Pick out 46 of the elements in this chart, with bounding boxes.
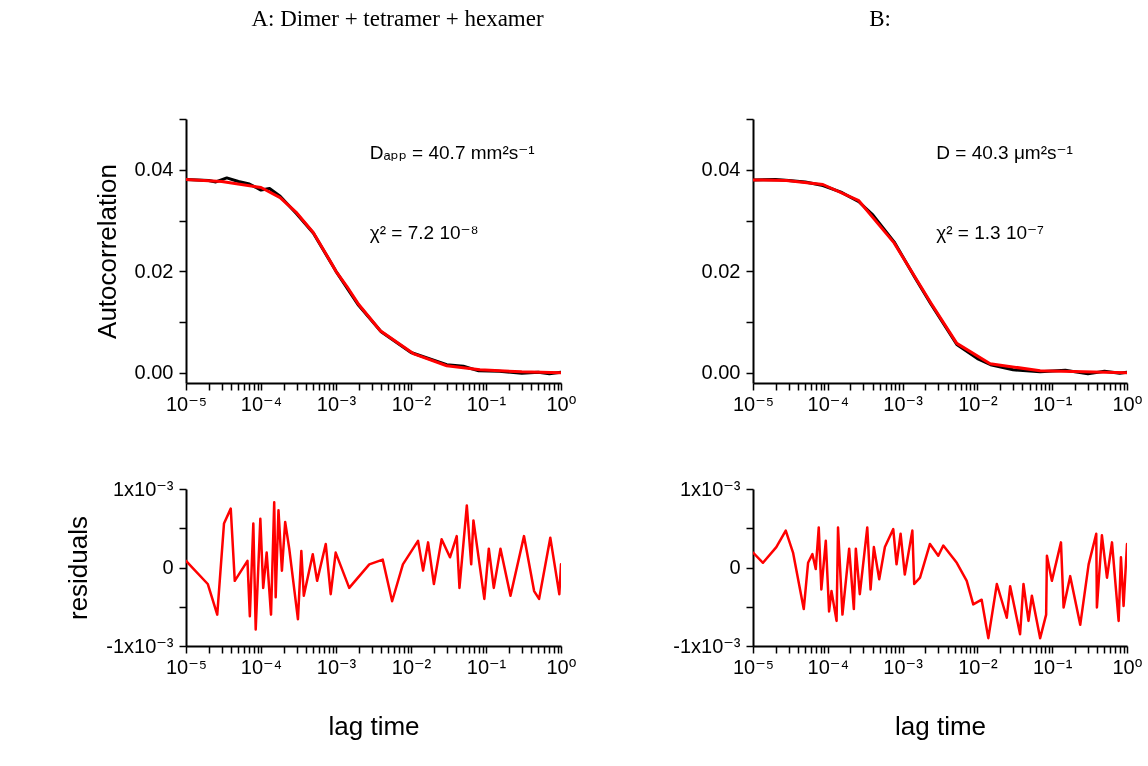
x-tick-label: 10⁻⁴ <box>240 655 283 678</box>
x-tick-label: 10⁻² <box>391 655 432 678</box>
y-axis-title: Autocorrelation <box>91 164 122 339</box>
x-tick-label: 10⁻³ <box>316 392 357 415</box>
x-tick-label: 10⁻¹ <box>466 655 507 678</box>
y-tick-label: 0 <box>162 556 174 578</box>
y-tick-label: 0.00 <box>134 361 174 384</box>
x-axis-title: lag time <box>894 710 987 741</box>
x-tick-label: 10⁻³ <box>316 655 357 678</box>
y-tick-label: 1x10⁻³ <box>112 477 174 500</box>
annotation: χ² = 1.3 10⁻⁷ <box>936 221 1045 243</box>
annotation: D = 40.3 μm²s⁻¹ <box>936 142 1073 164</box>
x-tick-label: 10⁻¹ <box>1032 392 1073 415</box>
x-tick-label: 10⁻³ <box>883 655 924 678</box>
chart-title: A: Dimer + tetramer + hexamer <box>251 6 544 31</box>
y-tick-label: 0.04 <box>134 158 174 181</box>
x-tick-label: 10⁰ <box>546 655 577 678</box>
x-tick-label: 10⁻¹ <box>1032 655 1073 678</box>
x-tick-label: 10⁻² <box>391 392 432 415</box>
y-tick-label: 0 <box>729 556 741 578</box>
y-tick-label: 0.00 <box>701 361 741 384</box>
x-tick-label: 10⁻⁴ <box>807 392 849 415</box>
y-tick-label: 0.04 <box>701 158 741 181</box>
x-tick-label: 10⁻⁵ <box>732 392 775 415</box>
x-tick-label: 10⁻⁴ <box>240 392 283 415</box>
y-axis-title: residuals <box>63 515 94 621</box>
x-tick-label: 10⁻⁵ <box>732 655 775 678</box>
y-tick-label: 0.02 <box>134 259 174 282</box>
x-tick-label: 10⁰ <box>546 392 577 415</box>
annotation: χ² = 7.2 10⁻⁸ <box>369 221 479 243</box>
x-tick-label: 10⁰ <box>1112 655 1143 678</box>
x-tick-label: 10⁻⁵ <box>165 392 208 415</box>
y-tick-label: 0.02 <box>701 259 741 282</box>
annotation: Dₐₚₚ = 40.7 mm²s⁻¹ <box>369 142 535 164</box>
y-tick-label: 1x10⁻³ <box>679 477 741 500</box>
x-tick-label: 10⁰ <box>1112 392 1143 415</box>
x-tick-label: 10⁻¹ <box>466 392 507 415</box>
x-tick-label: 10⁻⁵ <box>165 655 208 678</box>
chart-title: B: <box>869 6 891 31</box>
x-tick-label: 10⁻³ <box>883 392 924 415</box>
x-tick-label: 10⁻² <box>958 655 998 678</box>
x-axis-title: lag time <box>328 710 420 741</box>
y-tick-label: -1x10⁻³ <box>673 634 741 657</box>
x-tick-label: 10⁻⁴ <box>807 655 849 678</box>
y-tick-label: -1x10⁻³ <box>106 634 174 657</box>
x-tick-label: 10⁻² <box>958 392 998 415</box>
